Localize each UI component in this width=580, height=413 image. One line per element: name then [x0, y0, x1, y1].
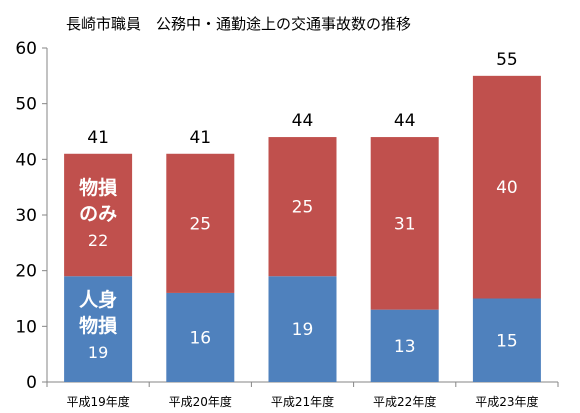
- y-tick-label: 50: [15, 95, 37, 115]
- total-label: 41: [189, 128, 211, 148]
- x-tick-label: 平成22年度: [373, 394, 436, 409]
- bar-property: [268, 137, 337, 277]
- personal-value-label: 15: [496, 331, 518, 351]
- bar-personal: [370, 309, 439, 382]
- y-tick-label: 60: [15, 39, 37, 59]
- personal-value-label: 13: [394, 337, 416, 357]
- total-label: 44: [292, 111, 314, 131]
- total-label: 41: [87, 128, 109, 148]
- property-value-label: 31: [394, 214, 416, 234]
- bar-personal: [166, 292, 235, 382]
- bar-property: [64, 153, 133, 277]
- x-tick-label: 平成19年度: [66, 394, 129, 409]
- total-label: 55: [496, 50, 518, 70]
- property-value-label: 40: [496, 178, 518, 198]
- personal-inline-label: 人身: [79, 288, 117, 311]
- bar-property: [472, 75, 541, 299]
- x-tick-label: 平成21年度: [271, 394, 334, 409]
- bar-property: [166, 153, 235, 293]
- chart-title: 長崎市職員 公務中・通勤途上の交通事故数の推移: [66, 15, 411, 33]
- personal-inline-value: 19: [88, 343, 108, 362]
- property-value-label: 25: [189, 214, 211, 234]
- property-inline-value: 22: [88, 231, 108, 250]
- bar-property: [370, 137, 439, 310]
- bar-personal: [472, 298, 541, 382]
- axes: 0 10 20 30 40 50 60 平成19年度 平成20年度 平成21年度 平成22年度 平成2…: [15, 39, 559, 409]
- x-tick-label: 平成20年度: [169, 394, 232, 409]
- property-inline-label: 物損: [79, 176, 118, 199]
- bars: [64, 75, 541, 382]
- y-tick-label: 10: [15, 317, 37, 337]
- x-tick-label: 平成23年度: [475, 394, 538, 409]
- personal-value-label: 16: [189, 328, 211, 348]
- personal-inline-label: 物損: [79, 314, 118, 337]
- y-tick-label: 20: [15, 262, 37, 282]
- personal-value-label: 19: [292, 320, 314, 340]
- y-tick-label: 40: [15, 150, 37, 170]
- property-value-label: 25: [292, 198, 314, 218]
- bar-personal: [64, 276, 133, 382]
- y-tick-label: 30: [15, 206, 37, 226]
- total-label: 44: [394, 111, 416, 131]
- y-tick-label: 0: [26, 373, 37, 393]
- property-inline-label: のみ: [79, 203, 117, 225]
- bar-personal: [268, 276, 337, 382]
